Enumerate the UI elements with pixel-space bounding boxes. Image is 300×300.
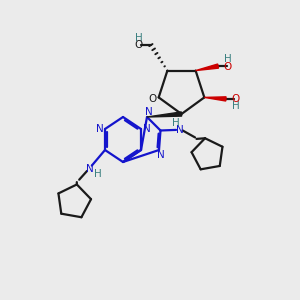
- Text: N: N: [96, 124, 104, 134]
- Text: H: H: [94, 169, 102, 179]
- Text: N: N: [176, 125, 184, 135]
- Text: N: N: [145, 106, 152, 117]
- Text: O: O: [224, 62, 232, 72]
- Text: H: H: [135, 34, 143, 44]
- Text: N: N: [157, 150, 164, 161]
- Polygon shape: [196, 64, 218, 70]
- Text: O: O: [148, 94, 156, 104]
- Text: H: H: [232, 100, 239, 110]
- Text: O: O: [135, 40, 143, 50]
- Text: N: N: [142, 124, 150, 134]
- Polygon shape: [147, 112, 182, 117]
- Text: H: H: [224, 55, 232, 64]
- Polygon shape: [204, 97, 226, 101]
- Text: O: O: [231, 94, 240, 104]
- Text: N: N: [85, 164, 93, 174]
- Text: H: H: [172, 118, 180, 128]
